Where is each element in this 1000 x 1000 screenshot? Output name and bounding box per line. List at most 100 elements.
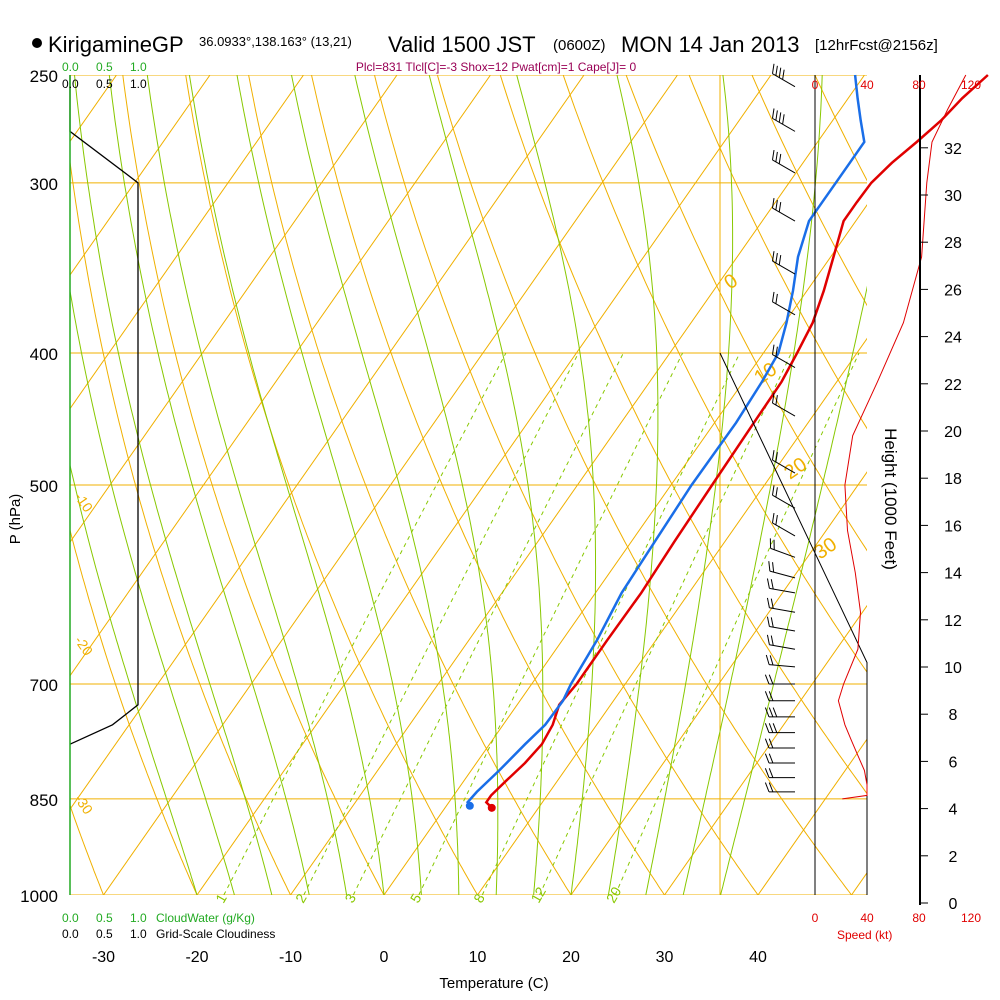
height-tick-label: 16 xyxy=(944,518,962,535)
x-tick-label: -20 xyxy=(185,949,208,966)
y-axis-title: P (hPa) xyxy=(7,494,24,545)
wind-barb-flag xyxy=(779,154,781,164)
cloudwater-legend: 0.0 0.5 1.0 CloudWater (g/Kg) xyxy=(62,911,255,925)
skew-t-diagram: KirigamineGP 36.0933°,138.163° (13,21) V… xyxy=(0,0,1000,1000)
pressure-tick-label: 400 xyxy=(30,345,58,364)
header: KirigamineGP 36.0933°,138.163° (13,21) V… xyxy=(32,32,938,74)
wind-barb-flag xyxy=(779,202,781,212)
axes: -30 -20 -10 0 10 20 30 402503004005007008501000… xyxy=(20,67,981,966)
wind-barb-flag xyxy=(769,723,773,732)
height-tick-label: 28 xyxy=(944,235,962,252)
wind-barb-flag xyxy=(773,708,777,717)
valid-time: Valid 1500 JST xyxy=(388,32,536,57)
cloudwater-scale-0: 0.0 xyxy=(62,911,79,925)
wind-barb-flag xyxy=(776,253,778,263)
pressure-tick-label: 250 xyxy=(30,67,58,86)
wind-barb-flag xyxy=(776,294,778,304)
wind-barb-flag xyxy=(765,675,769,684)
cloudiness-scale-0: 0.0 xyxy=(62,927,79,941)
height-axis-title: Height (1000 Feet) xyxy=(881,428,900,570)
wind-barb-flag xyxy=(776,515,778,525)
speed-tick-label-top: 40 xyxy=(860,78,874,92)
wind-barb-flag xyxy=(772,198,774,208)
cloudiness-legend: 0.0 0.5 1.0 Grid-Scale Cloudiness xyxy=(62,927,275,941)
speed-tick-label-top: 80 xyxy=(912,78,926,92)
pressure-tick-label: 500 xyxy=(30,477,58,496)
speed-tick-label-bottom: 40 xyxy=(860,911,874,925)
cloudiness-top-1: 0.5 xyxy=(96,77,113,91)
mixing-ratio-label: 2 xyxy=(292,891,310,906)
theta-label: -10 xyxy=(72,489,97,515)
theta-label: -20 xyxy=(72,633,97,659)
wind-barb xyxy=(769,561,795,578)
cloudwater-top-2: 1.0 xyxy=(130,60,147,74)
station-coords: 36.0933°,138.163° (13,21) xyxy=(199,34,352,49)
wind-barb-flag xyxy=(765,739,769,748)
speed-tick-label-bottom: 120 xyxy=(961,911,981,925)
terrain-boundary-line xyxy=(720,353,867,895)
wind-barb-flag xyxy=(783,114,785,124)
x-tick-label: 0 xyxy=(380,949,389,966)
mixing-ratio-line xyxy=(353,353,623,895)
station-name: KirigamineGP xyxy=(48,32,184,57)
wind-barb-flag xyxy=(772,150,774,160)
wind-barb-flag xyxy=(776,110,778,120)
cloudwater-top-0: 0.0 xyxy=(62,60,79,74)
speed-tick-label-top: 0 xyxy=(812,78,819,92)
cloudwater-scale-2: 1.0 xyxy=(130,911,147,925)
plot-area xyxy=(0,75,1000,895)
height-tick-label: 14 xyxy=(944,566,962,583)
wind-barb xyxy=(767,598,795,612)
wind-barb-flag xyxy=(765,783,769,792)
wind-barb xyxy=(767,617,795,631)
height-tick-label: 0 xyxy=(949,896,958,913)
forecast-tag: [12hrFcst@2156z] xyxy=(815,37,938,54)
wind-barb-flag xyxy=(766,655,769,665)
wind-barb-flag xyxy=(771,617,773,627)
x-tick-label: 40 xyxy=(749,949,767,966)
height-tick-label: 18 xyxy=(944,471,962,488)
cloudwater-top-1: 0.5 xyxy=(96,60,113,74)
wind-barb-flag xyxy=(773,562,774,572)
wind-barb-flag xyxy=(773,723,777,732)
wind-barb-flag xyxy=(767,617,769,627)
cloudiness-top-2: 1.0 xyxy=(130,77,147,91)
height-tick-label: 4 xyxy=(949,802,958,819)
mixing-ratio-label: 20 xyxy=(603,884,625,906)
wind-barb xyxy=(765,783,795,792)
valid-zulu: (0600Z) xyxy=(553,37,606,54)
wind-barb-flag xyxy=(767,635,769,645)
valid-date: MON 14 Jan 2013 xyxy=(621,32,800,57)
height-tick-label: 10 xyxy=(944,660,962,677)
wind-barb-flag xyxy=(769,754,773,763)
height-tick-label: 26 xyxy=(944,282,962,299)
wind-barb-flag xyxy=(769,561,770,571)
wind-barb-flag xyxy=(772,108,774,118)
mixing-ratio-line xyxy=(540,353,792,895)
wind-barb-flag xyxy=(769,708,773,717)
wind-barb-flag xyxy=(772,513,774,523)
cloudwater-label: CloudWater (g/Kg) xyxy=(156,911,255,925)
pressure-tick-label: 850 xyxy=(30,791,58,810)
pressure-tick-label: 1000 xyxy=(20,887,58,906)
x-tick-label: -10 xyxy=(279,949,302,966)
wind-barb xyxy=(767,635,795,649)
x-axis-title: Temperature (C) xyxy=(439,975,548,992)
wind-barb-flag xyxy=(776,152,778,162)
wind-barb-flag xyxy=(779,68,781,78)
wind-barb-flag xyxy=(771,636,773,646)
x-tick-label: 20 xyxy=(562,949,580,966)
cloudiness-scale-2: 1.0 xyxy=(130,927,147,941)
wind-barb-flag xyxy=(772,450,774,460)
cloudiness-label: Grid-Scale Cloudiness xyxy=(156,927,275,941)
wind-barb-flag xyxy=(779,112,781,122)
wind-barb xyxy=(772,251,795,274)
mixing-ratio-label: 3 xyxy=(341,891,359,906)
cloudwater-scale-1: 0.5 xyxy=(96,911,113,925)
mixing-ratio-label: 12 xyxy=(527,884,549,906)
surface-temperature-marker xyxy=(488,804,496,812)
surface-dewpoint-marker xyxy=(466,802,474,810)
mixing-ratio-label: 1 xyxy=(212,891,230,906)
isotherm-line xyxy=(0,75,23,895)
wind-barb xyxy=(772,513,795,536)
